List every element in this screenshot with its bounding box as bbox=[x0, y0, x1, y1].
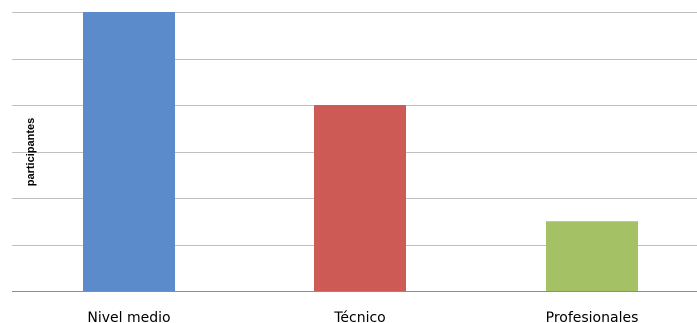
bar-profesionales bbox=[546, 221, 638, 291]
x-tick-label: Profesionales bbox=[546, 310, 639, 323]
y-axis-label: participantes bbox=[25, 118, 37, 186]
bar-tecnico bbox=[314, 105, 406, 291]
x-tick-label: Técnico bbox=[333, 310, 386, 323]
bars bbox=[83, 12, 638, 291]
bar-nivel-medio bbox=[83, 12, 175, 291]
x-tick-label: Nivel medio bbox=[87, 310, 170, 323]
x-tick-labels: Nivel medio Técnico Profesionales bbox=[87, 310, 638, 323]
